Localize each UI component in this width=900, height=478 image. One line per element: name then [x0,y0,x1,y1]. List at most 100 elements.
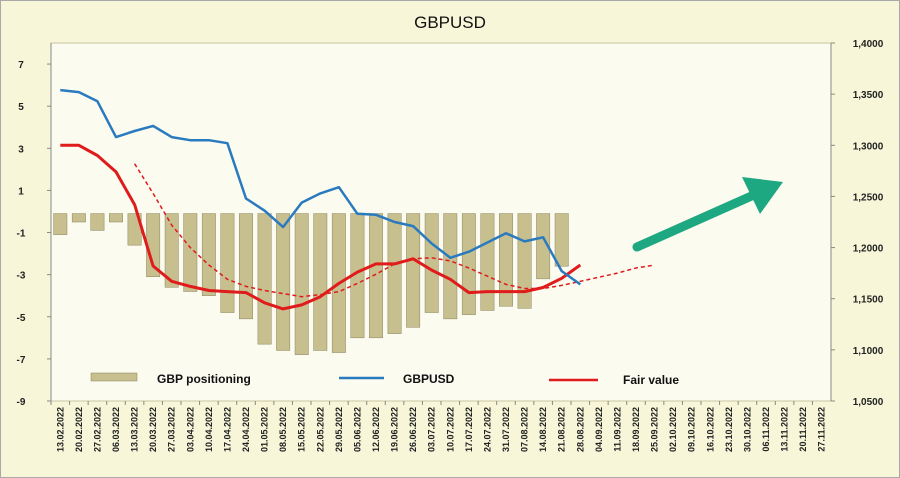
left-tick-label: 3 [18,144,24,155]
x-tick-label: 14.08.2022 [538,407,548,452]
right-tick-label: 1,3500 [853,90,884,101]
x-tick-label: 05.06.2022 [352,407,362,452]
fair-value-trend-line [133,163,655,298]
x-tick-label: 07.08.2022 [520,407,530,452]
legend-swatch-positioning [90,372,138,382]
x-tick-label: 15.05.2022 [297,407,307,452]
x-axis: 13.02.2022 20.02.2022 27.02.2022 06.03.2022… [50,401,827,452]
legend-label-gbpusd: GBPUSD [403,372,455,386]
right-axis: 1,4000 1,3500 1,3000 1,2500 1,2000 1,1500 1,10… [830,39,884,408]
chart-title: GBPUSD [414,13,486,32]
positioning-bar [369,213,383,339]
left-tick-label: -7 [17,355,26,366]
x-tick-label: 21.08.2022 [557,407,567,452]
x-tick-label: 09.10.2022 [687,407,697,452]
positioning-bar [554,213,569,267]
left-tick-label: -9 [17,397,26,408]
positioning-bar [424,213,439,313]
x-tick-label: 20.11.2022 [798,407,808,452]
x-tick-label: 25.09.2022 [650,407,660,452]
positioning-bar [201,213,216,296]
positioning-bar [499,213,513,307]
x-tick-label: 17.07.2022 [464,407,474,452]
x-tick-label: 26.06.2022 [408,407,418,452]
right-tick-label: 1,1000 [853,346,884,357]
positioning-bar [406,213,421,328]
x-tick-label: 11.09.2022 [612,407,622,452]
positioning-bar [220,213,235,313]
x-tick-label: 04.09.2022 [594,407,604,452]
positioning-bar [71,213,86,223]
x-tick-label: 17.04.2022 [222,407,232,452]
left-axis: 7 5 3 1 -1 -3 -5 -7 -9 [17,43,52,408]
trend-arrow-icon [632,177,783,252]
x-tick-label: 29.05.2022 [334,407,344,452]
left-tick-label: 7 [18,60,24,71]
legend-label-fair-value: Fair value [623,373,679,387]
positioning-bar [276,213,291,351]
arrow-shaft [632,189,761,252]
x-tick-label: 19.06.2022 [390,407,400,452]
positioning-bar [517,213,532,309]
x-tick-label: 30.10.2022 [742,407,752,452]
series-lines [60,88,655,311]
x-tick-label: 20.03.2022 [148,407,158,452]
positioning-bar [109,213,123,223]
x-tick-label: 13.03.2022 [130,407,140,452]
x-tick-label: 27.03.2022 [167,407,177,452]
x-tick-label: 28.08.2022 [575,407,585,452]
positioning-bar [294,213,309,355]
right-tick-label: 1,2000 [853,244,884,255]
positioning-bar [164,213,179,288]
right-tick-label: 1,3000 [853,141,884,152]
x-tick-label: 10.04.2022 [204,407,214,452]
x-tick-label: 01.05.2022 [260,407,270,452]
x-tick-label: 20.02.2022 [74,407,84,452]
positioning-bar [387,213,402,334]
x-tick-label: 06.11.2022 [761,407,771,452]
x-tick-label: 13.11.2022 [780,407,790,452]
x-tick-label: 12.06.2022 [371,407,381,452]
positioning-bar [257,213,272,345]
x-tick-label: 27.02.2022 [92,407,102,452]
arrow-head [742,177,783,214]
positioning-bar [90,213,105,231]
left-tick-label: -5 [17,313,26,324]
legend-label-positioning: GBP positioning [157,372,251,386]
right-tick-label: 1,2500 [853,192,884,203]
right-tick-label: 1,0500 [853,397,884,408]
positioning-bar [536,213,551,280]
x-tick-label: 22.05.2022 [315,407,325,452]
fair-value-line [60,143,582,311]
right-tick-label: 1,4000 [853,39,884,50]
left-tick-label: -1 [17,229,26,240]
positioning-bar [313,213,328,351]
x-tick-label: 24.07.2022 [482,407,492,452]
positioning-bar [461,213,476,315]
x-tick-label: 16.10.2022 [705,407,715,452]
x-tick-label: 08.05.2022 [278,407,288,452]
x-tick-label: 03.04.2022 [185,407,195,452]
x-tick-label: 02.10.2022 [668,407,678,452]
x-tick-label: 24.04.2022 [241,407,251,452]
x-tick-label: 13.02.2022 [55,407,65,452]
positioning-bar [443,213,458,320]
x-tick-label: 06.03.2022 [111,407,121,452]
x-tick-label: 23.10.2022 [724,407,734,452]
positioning-bar [183,213,198,292]
gbpusd-line [60,88,582,286]
positioning-bar [480,213,495,311]
x-tick-label: 27.11.2022 [817,407,827,452]
x-tick-label: 10.07.2022 [445,407,455,452]
x-tick-label: 03.07.2022 [427,407,437,452]
left-tick-label: -3 [17,271,26,282]
x-tick-label: 31.07.2022 [501,407,511,452]
right-tick-label: 1,1500 [853,295,884,306]
left-tick-label: 1 [18,186,24,197]
positioning-bar [239,213,253,320]
legend: GBP positioning GBPUSD Fair value [90,372,679,387]
positioning-bar [53,213,68,235]
x-tick-label: 18.09.2022 [631,407,641,452]
